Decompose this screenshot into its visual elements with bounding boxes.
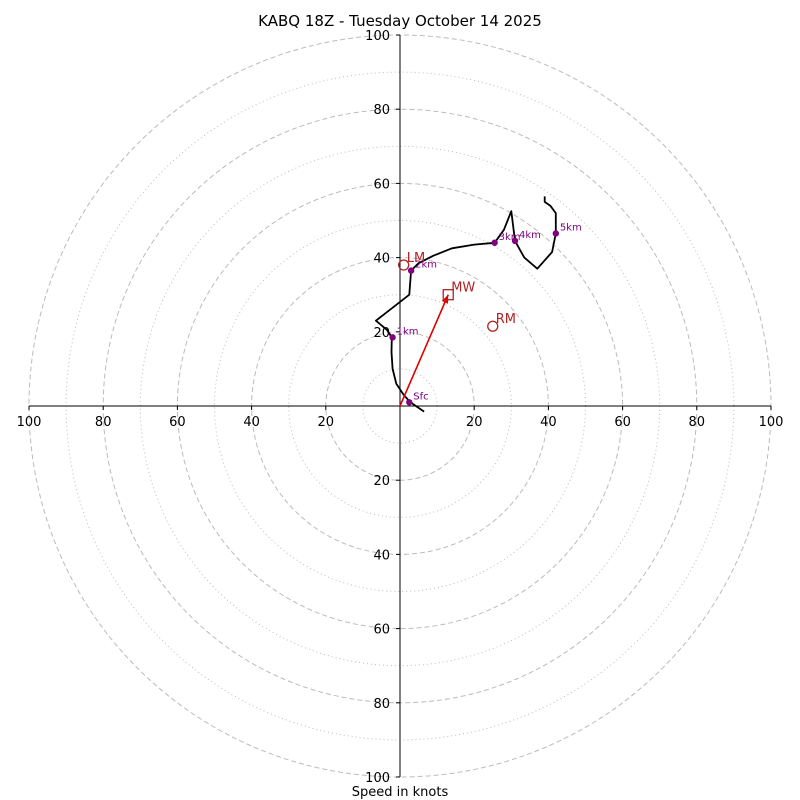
y-tick-label: 100 <box>365 29 390 44</box>
x-tick-label: 20 <box>318 415 335 430</box>
height-marker-label: 3km <box>499 232 521 243</box>
height-marker-dot <box>552 230 560 237</box>
x-tick-label: 100 <box>759 415 784 430</box>
x-tick-label: 40 <box>243 415 260 430</box>
storm-motion-marker <box>398 259 410 271</box>
storm-motion-markers: LM RM MW <box>398 251 516 407</box>
x-tick-label: 60 <box>169 415 186 430</box>
shear-vector <box>399 294 449 407</box>
tick-labels: 100 100 80 80 60 60 40 40 20 20 20 20 40 40 60 60 80 80 10… <box>17 29 784 786</box>
height-marker-dot <box>389 334 396 341</box>
height-marker-label: 1km <box>397 326 419 337</box>
x-tick-label: 80 <box>95 415 112 430</box>
x-axis-label: Speed in knots <box>352 785 449 800</box>
y-tick-label: 80 <box>373 697 390 712</box>
y-tick-label: 100 <box>365 771 390 786</box>
y-tick-label: 60 <box>373 177 390 192</box>
x-tick-label: 100 <box>17 415 42 430</box>
height-marker-label: Sfc <box>413 391 428 402</box>
height-marker-label: 4km <box>519 230 541 241</box>
y-tick-label: 80 <box>373 103 390 118</box>
storm-motion-label: LM <box>407 251 425 266</box>
height-marker-label: 2km <box>415 260 437 271</box>
storm-motion-label: RM <box>496 312 516 327</box>
height-marker-label: 5km <box>560 222 582 233</box>
x-tick-label: 60 <box>614 415 631 430</box>
y-tick-label: 20 <box>373 326 390 341</box>
height-marker-dot <box>407 267 415 274</box>
height-marker-dot <box>491 239 498 246</box>
x-tick-label: 80 <box>689 415 706 430</box>
storm-motion-marker <box>487 320 499 332</box>
hodograph-trace-group <box>375 196 557 413</box>
height-marker-dot <box>406 399 413 406</box>
x-tick-label: 20 <box>466 415 483 430</box>
height-marker-dot <box>511 237 519 245</box>
mean-wind-marker <box>442 289 454 301</box>
hodograph-trace <box>375 196 557 413</box>
x-tick-label: 40 <box>540 415 557 430</box>
y-tick-label: 40 <box>373 548 390 563</box>
y-tick-label: 60 <box>373 623 390 638</box>
y-tick-label: 40 <box>373 252 390 267</box>
y-tick-label: 20 <box>373 474 390 489</box>
chart-title: KABQ 18Z - Tuesday October 14 2025 <box>258 12 542 30</box>
storm-motion-label: MW <box>451 281 475 296</box>
